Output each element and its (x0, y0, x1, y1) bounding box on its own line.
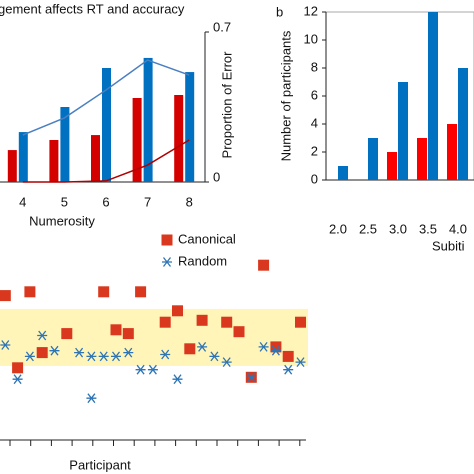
point (12, 362, 24, 374)
point (184, 343, 196, 355)
point (110, 324, 122, 336)
bar (174, 95, 184, 182)
x-tick-label: 8 (186, 194, 193, 209)
reference-band (0, 308, 308, 366)
x-tick-label: 3.0 (389, 221, 407, 236)
legend-label: Random (178, 253, 227, 268)
x-tick-label: 4.0 (449, 221, 467, 236)
point (12, 374, 23, 385)
x-tick-label: 7 (144, 194, 151, 209)
bar (387, 152, 397, 180)
point (196, 314, 208, 326)
point (24, 286, 36, 298)
x-tick-label: 6 (102, 194, 109, 209)
error-line (22, 59, 190, 136)
bar (102, 68, 111, 182)
bar (49, 140, 59, 182)
point (258, 259, 270, 271)
point (147, 364, 158, 375)
point (123, 347, 134, 358)
point (24, 351, 35, 362)
point (159, 316, 171, 328)
point (61, 328, 73, 340)
point (86, 393, 97, 404)
bar (7, 150, 17, 182)
bar (338, 166, 348, 180)
point (209, 351, 220, 362)
panel-label: b (276, 4, 283, 19)
x-axis-label: Participant (69, 457, 131, 472)
point (0, 340, 11, 350)
error-line (22, 139, 190, 183)
x-axis-label: Numerosity (29, 213, 95, 228)
y-tick-label: 12 (304, 3, 318, 18)
bar (132, 98, 142, 182)
point (270, 345, 281, 356)
x-tick-label: 3.5 (419, 221, 437, 236)
bar (458, 68, 468, 180)
x-tick-label: 5 (61, 194, 68, 209)
point (49, 345, 60, 356)
point (98, 351, 109, 362)
point (122, 328, 134, 340)
bar (398, 82, 408, 180)
point (282, 350, 294, 362)
point (246, 372, 257, 383)
y2-axis-label: Proportion of Error (219, 51, 234, 159)
x-tick-label: 2.0 (329, 221, 347, 236)
point (0, 290, 11, 302)
bar (185, 72, 195, 182)
legend-marker (161, 234, 173, 246)
legend-marker (162, 257, 172, 267)
bar (91, 135, 100, 182)
bar (428, 12, 438, 180)
chart-title: gement affects RT and accuracy (0, 1, 185, 16)
bar (143, 57, 153, 182)
point (233, 326, 245, 338)
y-tick-label: 6 (311, 87, 318, 102)
point (160, 349, 171, 360)
point (74, 347, 85, 358)
bar (417, 138, 427, 180)
point (221, 316, 233, 328)
bar (368, 138, 378, 180)
y-tick-label: 4 (311, 115, 318, 130)
y-tick-label: 2 (311, 143, 318, 158)
y-axis-label: Number of participants (278, 30, 293, 161)
point (135, 286, 147, 298)
bar (447, 124, 457, 180)
point (295, 316, 306, 328)
point (197, 342, 208, 352)
y2-tick-label: 0.7 (213, 19, 231, 34)
y2-tick-label: 0 (213, 169, 220, 184)
point (283, 364, 294, 375)
point (98, 286, 110, 298)
x-tick-label: 2.5 (359, 221, 377, 236)
legend-label: Canonical (178, 231, 236, 246)
x-axis-label: Subiti (432, 238, 465, 253)
point (111, 351, 121, 362)
point (135, 364, 146, 375)
y-tick-label: 10 (304, 31, 318, 46)
point (221, 357, 232, 367)
point (258, 342, 269, 352)
x-tick-label: 4 (19, 194, 26, 209)
point (270, 341, 282, 353)
point (172, 305, 183, 317)
point (295, 357, 306, 367)
y-tick-label: 8 (311, 59, 318, 74)
y-tick-label: 0 (311, 171, 318, 186)
point (36, 347, 48, 359)
point (172, 374, 183, 385)
point (37, 330, 48, 341)
bar (60, 107, 70, 182)
point (86, 351, 97, 362)
bar (18, 132, 28, 182)
